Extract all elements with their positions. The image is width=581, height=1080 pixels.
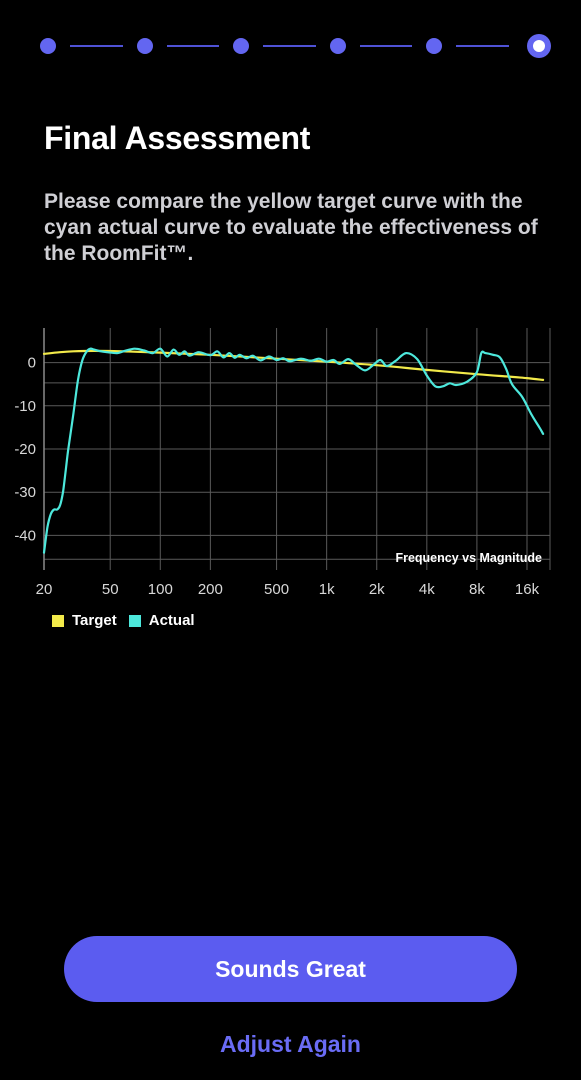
step-dot-current-center <box>532 40 545 52</box>
x-tick-label: 4k <box>419 581 435 598</box>
page-title: Final Assessment <box>44 120 311 156</box>
x-tick-label: 1k <box>319 581 335 598</box>
legend-label-target: Target <box>72 612 117 629</box>
series-line-target <box>42 349 545 381</box>
adjust-again-button[interactable]: Adjust Again <box>64 1024 517 1064</box>
legend-item-target: Target <box>52 612 117 629</box>
y-tick-label: -10 <box>14 398 36 415</box>
progress-stepper <box>40 34 551 58</box>
step-dot <box>136 38 153 54</box>
step-connector <box>263 45 316 47</box>
legend-item-actual: Actual <box>128 612 195 629</box>
y-tick-label: 0 <box>28 355 36 372</box>
y-tick-label: -30 <box>14 484 36 501</box>
legend-swatch-actual <box>128 614 141 627</box>
x-tick-label: 100 <box>148 581 173 598</box>
step-dot <box>329 38 346 54</box>
chart-title: Frequency vs Magnitude <box>395 551 542 565</box>
x-tick-label: 20 <box>36 581 53 598</box>
x-tick-label: 200 <box>198 581 223 598</box>
sounds-great-button[interactable]: Sounds Great <box>64 936 517 1002</box>
step-connector <box>166 45 219 47</box>
chart-svg: 0 -10 -20 -30 -40 20 50 100 200 500 1k 2k 4k 8k 16k Fre… <box>14 328 551 598</box>
step-dot-current <box>526 34 551 58</box>
x-tick-label: 8k <box>469 581 485 598</box>
x-tick-label: 500 <box>264 581 289 598</box>
step-connector <box>456 45 509 47</box>
x-tick-label: 2k <box>369 581 385 598</box>
legend-label-actual: Actual <box>148 612 195 629</box>
step-connector <box>359 45 412 47</box>
chart-legend: Target Actual <box>52 612 207 629</box>
frequency-response-chart: 0 -10 -20 -30 -40 20 50 100 200 500 1k 2k 4k 8k 16k Fre… <box>0 318 581 608</box>
x-tick-label: 16k <box>515 581 540 598</box>
step-dot <box>233 38 249 54</box>
step-dot <box>426 38 442 54</box>
y-tick-label: -20 <box>14 441 36 458</box>
y-tick-label: -40 <box>14 527 36 544</box>
x-tick-label: 50 <box>102 581 119 598</box>
step-dot <box>40 38 56 54</box>
page-description: Please compare the yellow target curve w… <box>44 190 538 265</box>
legend-swatch-target <box>52 614 64 627</box>
step-connector <box>70 45 123 47</box>
series-line-actual <box>42 347 545 554</box>
